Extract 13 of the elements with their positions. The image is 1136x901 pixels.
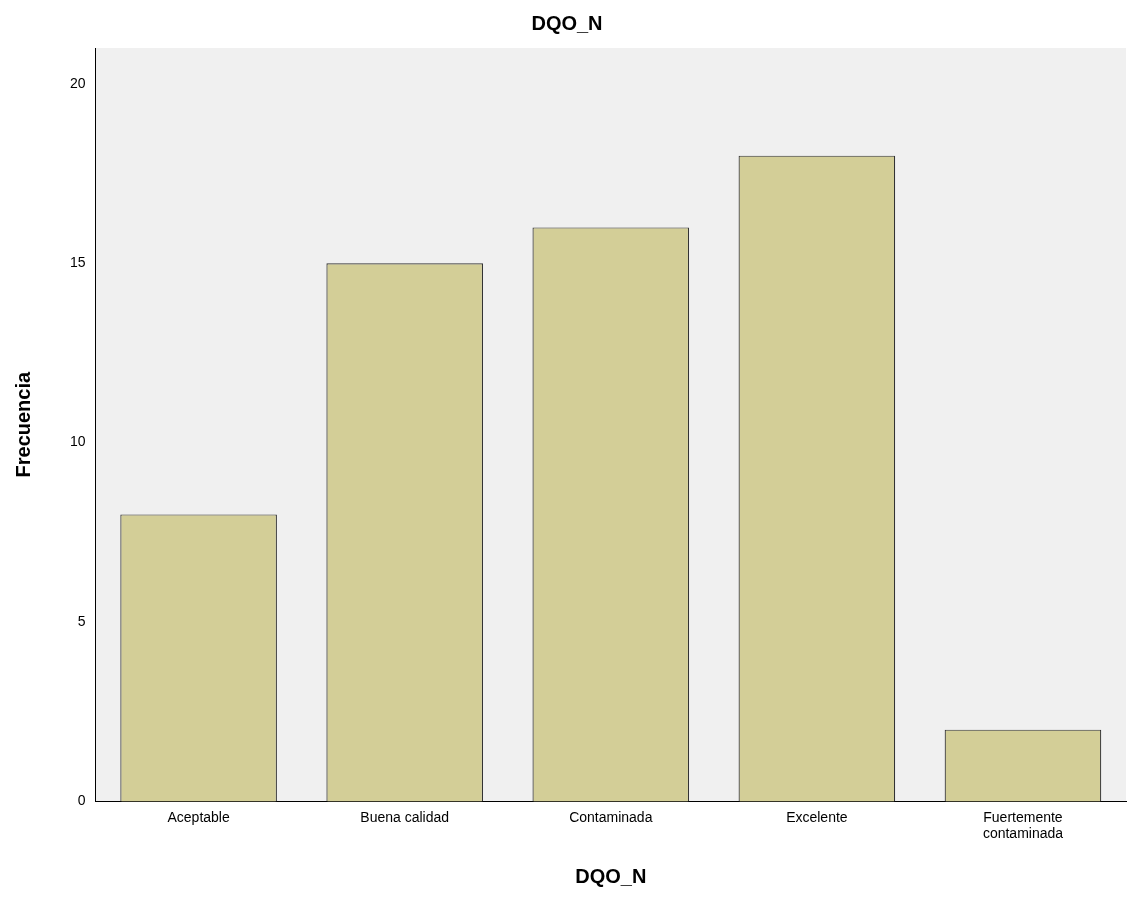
y-tick-label: 0 — [77, 792, 86, 809]
y-axis-title: Frecuencia — [11, 371, 34, 478]
x-axis-title: DQO_N — [575, 864, 647, 887]
y-tick-label: 20 — [69, 74, 86, 91]
y-tick-label: 15 — [69, 254, 86, 271]
x-tick-label: Buena calidad — [360, 808, 450, 825]
x-tick-label: Excelente — [786, 808, 848, 825]
y-tick-label: 5 — [77, 612, 86, 629]
x-tick-label: Contaminada — [569, 808, 653, 825]
y-tick-label: 10 — [69, 433, 86, 450]
x-tick-label: Fuertemente contaminada — [982, 808, 1064, 842]
x-tick-label: Aceptable — [167, 808, 230, 825]
chart-title: DQO_N — [531, 11, 603, 34]
